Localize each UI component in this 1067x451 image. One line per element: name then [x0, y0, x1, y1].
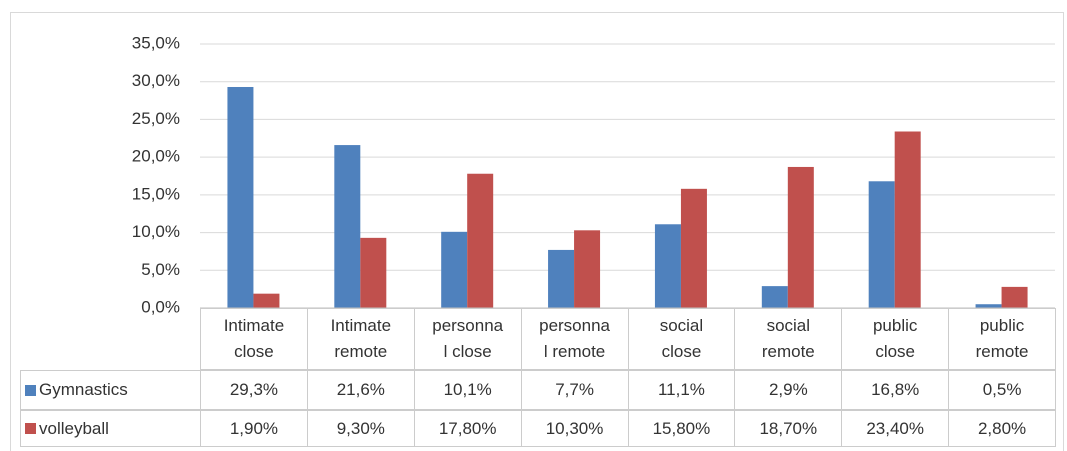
legend-entry: volleyball [20, 410, 201, 447]
bar [787, 166, 814, 308]
chart-frame [10, 12, 1064, 451]
data-label: 7,7% [520, 370, 629, 410]
data-label: 2,9% [734, 370, 843, 410]
data-label: 21,6% [306, 370, 415, 410]
y-tick-label: 15,0% [132, 184, 180, 203]
bar [975, 304, 1002, 308]
data-label: 15,80% [627, 410, 736, 447]
data-label: 10,30% [520, 410, 629, 447]
legend-entry: Gymnastics [20, 370, 201, 410]
data-label: 11,1% [627, 370, 736, 410]
bar [761, 286, 788, 308]
data-label: 2,80% [948, 410, 1056, 447]
data-label: 23,40% [841, 410, 950, 447]
bar [467, 173, 494, 308]
y-tick-label: 20,0% [132, 147, 180, 166]
bar [548, 249, 575, 308]
bar [654, 224, 681, 308]
x-tick-label: personna l remote [520, 308, 629, 370]
y-tick-label: 30,0% [132, 71, 180, 90]
bar [253, 293, 280, 308]
data-label: 17,80% [413, 410, 522, 447]
data-label: 1,90% [200, 410, 308, 447]
x-tick-label: Intimate remote [306, 308, 415, 370]
bar [334, 145, 361, 308]
data-label: 10,1% [413, 370, 522, 410]
y-tick-label: 5,0% [141, 260, 180, 279]
legend-swatch [25, 384, 36, 396]
x-tick-label: social close [627, 308, 736, 370]
y-tick-label: 25,0% [132, 109, 180, 128]
data-label: 29,3% [200, 370, 308, 410]
x-tick-label: social remote [734, 308, 843, 370]
y-tick-label: 10,0% [132, 222, 180, 241]
bar [868, 181, 895, 308]
data-label: 0,5% [948, 370, 1056, 410]
legend-label: Gymnastics [39, 380, 128, 399]
legend-label: volleyball [39, 418, 109, 438]
y-tick-label: 35,0% [132, 33, 180, 52]
x-tick-label: public close [841, 308, 950, 370]
bar [1001, 286, 1028, 308]
y-tick-label: 0,0% [141, 297, 180, 316]
data-label: 16,8% [841, 370, 950, 410]
legend-swatch [25, 423, 36, 434]
bar [227, 86, 254, 308]
x-tick-label: public remote [948, 308, 1056, 370]
bar [360, 237, 387, 308]
bar [680, 188, 707, 308]
x-tick-label: personna l close [413, 308, 522, 370]
bar [574, 230, 601, 308]
bar [441, 231, 468, 308]
bar [894, 131, 921, 308]
data-label: 18,70% [734, 410, 843, 447]
data-label: 9,30% [306, 410, 415, 447]
x-tick-label: Intimate close [200, 308, 308, 370]
